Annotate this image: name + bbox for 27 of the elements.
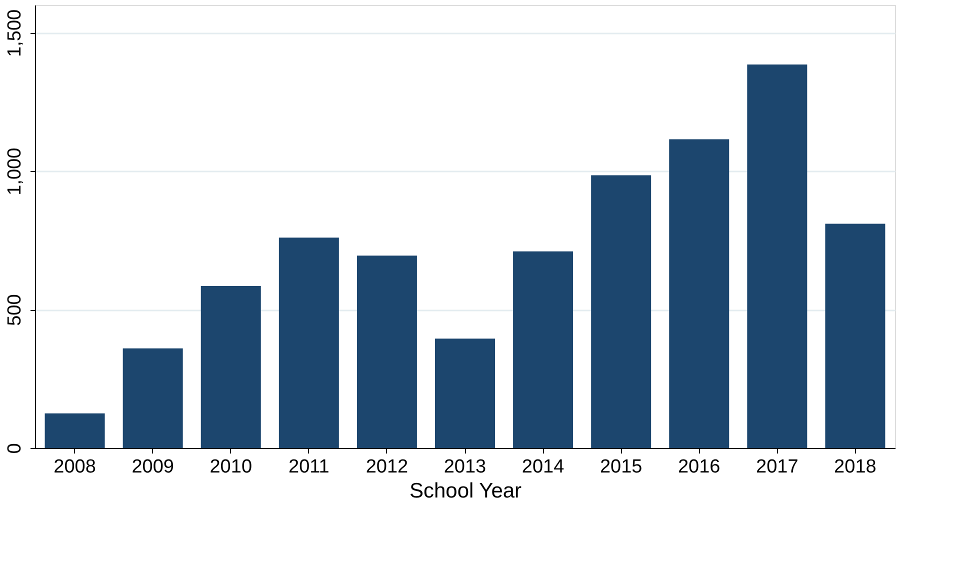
y-tick-label: 1,500: [4, 9, 26, 57]
x-tick-label: 2008: [54, 456, 96, 478]
bar: [747, 64, 808, 448]
y-tick-label: 0: [4, 443, 26, 454]
bar: [825, 224, 886, 448]
x-tick-label: 2010: [210, 456, 252, 478]
bar: [591, 175, 652, 448]
x-tick-label: 2009: [132, 456, 174, 478]
x-tick-label: 2015: [600, 456, 642, 478]
bar: [122, 348, 183, 448]
bar: [669, 139, 730, 448]
x-tick-label: 2018: [834, 456, 876, 478]
x-axis-title: School Year: [409, 480, 522, 502]
x-tick-label: 2014: [522, 456, 565, 478]
y-tick-label: 500: [4, 294, 26, 326]
x-tick-label: 2011: [288, 456, 330, 478]
y-tick-label: 1,000: [4, 148, 26, 196]
bar: [44, 413, 105, 448]
x-tick-label: 2012: [366, 456, 408, 478]
x-tick-label: 2013: [444, 456, 486, 478]
bar: [278, 238, 339, 448]
x-tick-label: 2017: [756, 456, 798, 478]
bar: [513, 251, 574, 448]
bar: [435, 338, 495, 448]
bar: [356, 256, 417, 448]
bar: [200, 286, 261, 448]
x-tick-label: 2016: [678, 456, 720, 478]
